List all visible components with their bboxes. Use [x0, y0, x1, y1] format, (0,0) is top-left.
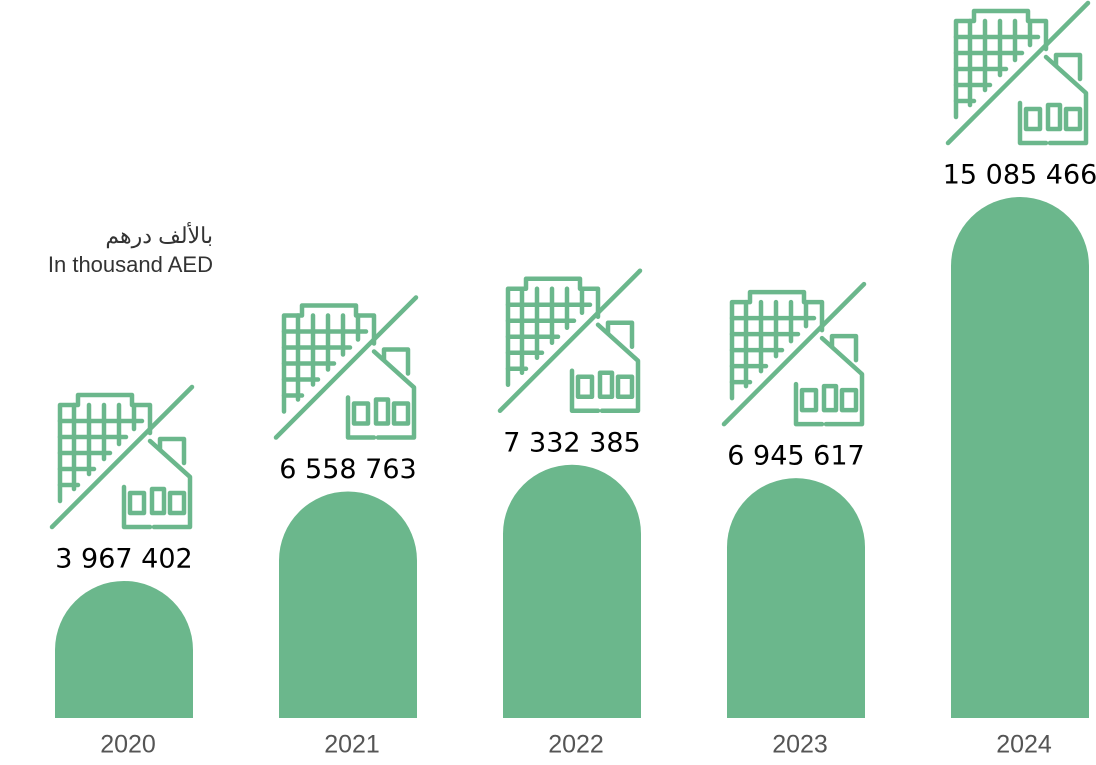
bar — [503, 464, 641, 718]
value-label: 7 332 385 — [503, 427, 640, 458]
icon — [276, 297, 416, 437]
value-label: 15 085 466 — [943, 160, 1096, 191]
icon — [500, 271, 640, 411]
value-label: 6 945 617 — [727, 441, 864, 472]
icon — [948, 3, 1088, 143]
x-tick-label: 2023 — [772, 731, 828, 759]
unit-label: In thousand AED — [48, 252, 213, 277]
bar — [727, 478, 865, 718]
x-tick-label: 2022 — [548, 731, 604, 759]
icon — [52, 387, 192, 527]
unit-label-ar: بالألف درهم — [105, 221, 213, 249]
icon — [724, 284, 864, 424]
x-tick-label: 2020 — [100, 731, 156, 759]
value-label: 6 558 763 — [279, 454, 416, 485]
value-label: 3 967 402 — [55, 543, 192, 574]
x-tick-label: 2024 — [996, 731, 1052, 759]
x-tick-label: 2021 — [324, 731, 380, 759]
bar — [279, 491, 417, 718]
bar — [55, 580, 193, 718]
bar — [951, 197, 1089, 718]
